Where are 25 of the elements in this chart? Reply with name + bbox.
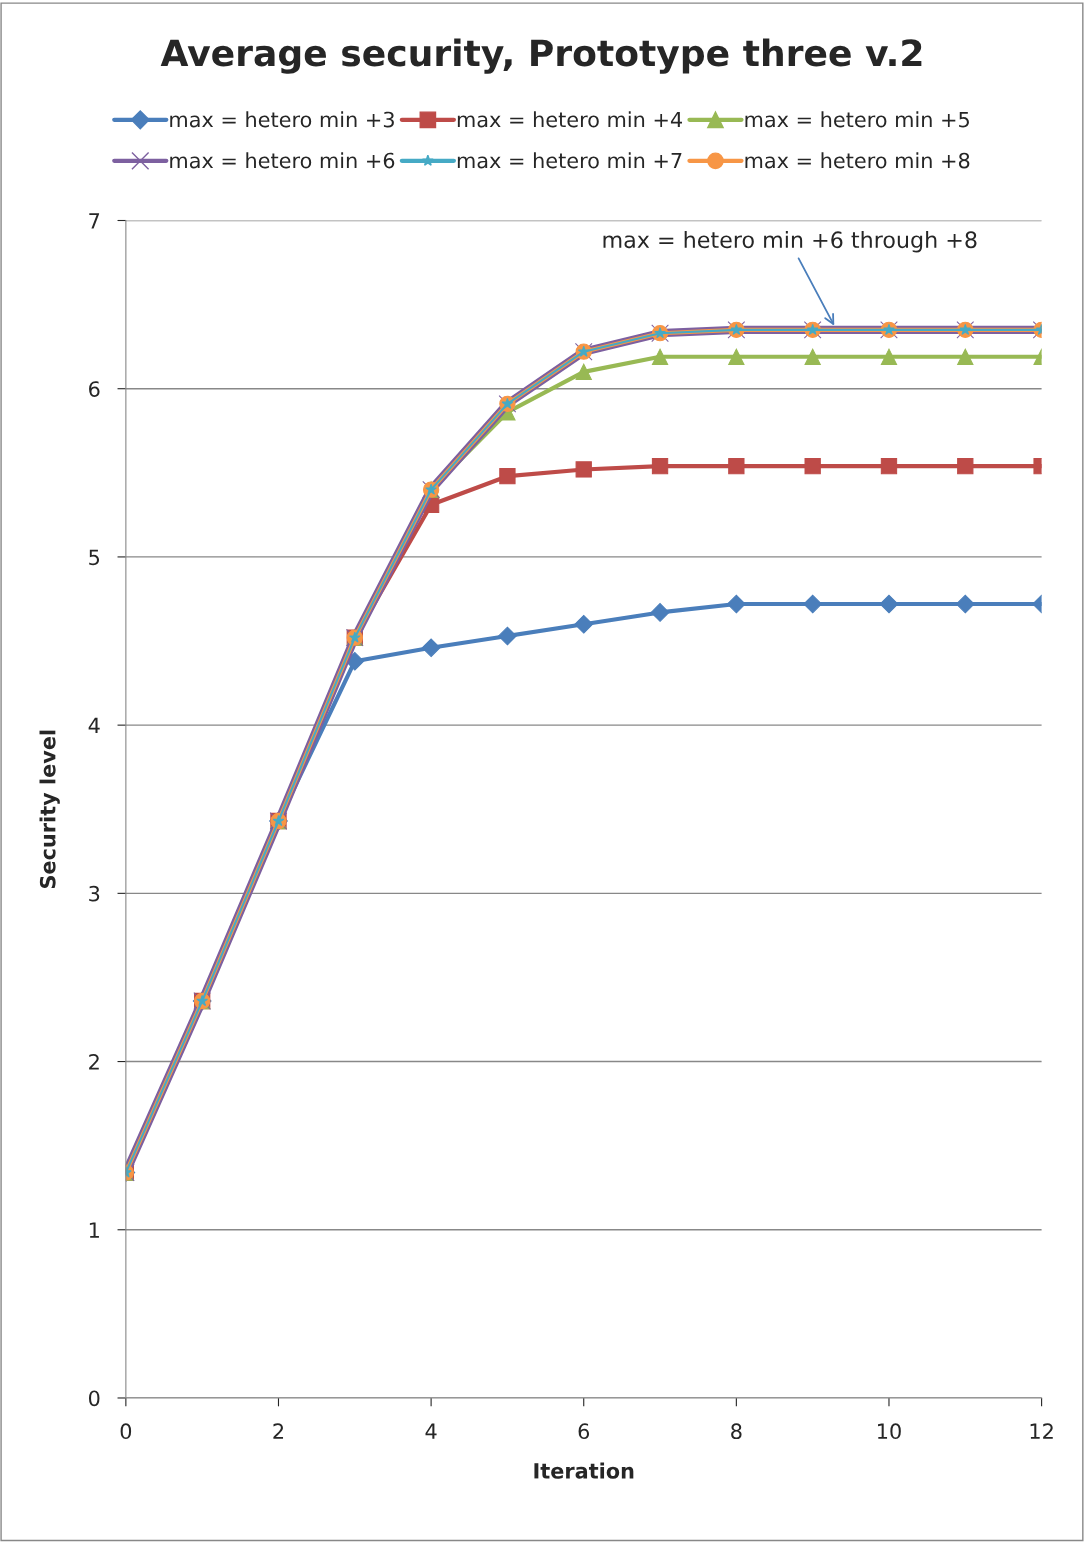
x-tick-label: 0 (120, 1423, 132, 1440)
legend-label: max = hetero min +3 (170, 111, 394, 128)
y-tick-label: 3 (89, 885, 100, 902)
y-tick-label: 4 (88, 717, 100, 734)
x-tick-label: 10 (878, 1423, 901, 1440)
legend-label: max = hetero min +5 (745, 111, 969, 128)
y-axis-title: Security level (39, 730, 60, 889)
x-tick-label: 2 (273, 1423, 284, 1439)
y-tick-label: 5 (89, 549, 100, 566)
x-axis-title: Iteration (534, 1462, 634, 1479)
y-tick-label: 6 (89, 381, 100, 397)
legend-label: max = hetero min +6 (170, 152, 395, 169)
legend-label: max = hetero min +4 (457, 111, 683, 128)
chart-title: Average security, Prototype three v.2 (160, 38, 922, 74)
y-tick-label: 0 (88, 1390, 100, 1407)
x-tick-label: 4 (425, 1423, 437, 1439)
y-tick-label: 2 (89, 1054, 99, 1070)
legend-label: max = hetero min +7 (457, 152, 682, 169)
x-tick-label: 8 (731, 1423, 742, 1440)
y-tick-label: 1 (89, 1222, 99, 1238)
annotation: max = hetero min +6 through +8 (603, 230, 977, 253)
y-tick-label: 7 (89, 213, 100, 229)
x-tick-label: 12 (1030, 1423, 1053, 1439)
legend-label: max = hetero min +8 (745, 152, 970, 169)
x-tick-label: 6 (578, 1423, 590, 1440)
